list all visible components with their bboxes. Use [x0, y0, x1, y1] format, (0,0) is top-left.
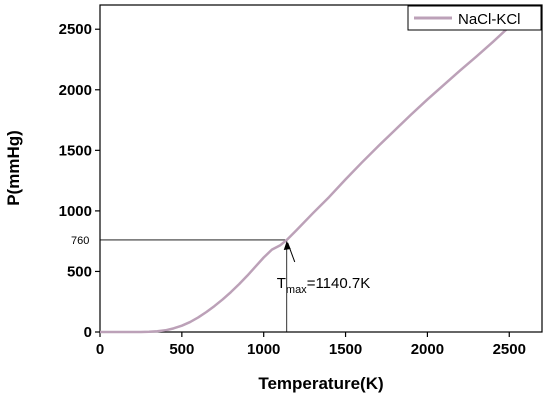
y-tick-label: 500	[67, 263, 92, 280]
y-axis-title: P(mmHg)	[4, 130, 23, 206]
x-tick-label: 1500	[329, 341, 362, 358]
y-tick-label: 2500	[59, 21, 92, 38]
x-tick-label: 500	[169, 341, 194, 358]
axis-ticks: 0 500 1000 1500 2000 2500 0 500 1000 1500 2000 2500	[59, 21, 526, 358]
y-tick-label: 1000	[59, 203, 92, 220]
annotation-label: Tmax=1140.7K	[277, 275, 370, 296]
x-tick-label: 1000	[247, 341, 280, 358]
y-tick-label: 0	[84, 324, 92, 341]
legend: NaCl-KCl	[407, 5, 542, 31]
reference-lines	[100, 239, 288, 332]
reference-y-label: 760	[71, 235, 89, 247]
series-lines	[100, 25, 511, 334]
annotation: 760 Tmax=1140.7K	[71, 235, 370, 296]
x-tick-label: 2500	[493, 341, 526, 358]
x-tick-label: 0	[96, 341, 104, 358]
y-tick-label: 1500	[59, 142, 92, 159]
plot-frame	[99, 4, 543, 333]
legend-label: NaCl-KCl	[458, 11, 521, 28]
x-axis-title: Temperature(K)	[258, 374, 383, 393]
x-tick-label: 2000	[411, 341, 444, 358]
y-tick-label: 2000	[59, 82, 92, 99]
annotation-arrow-head	[283, 240, 291, 250]
series-line	[100, 25, 511, 334]
